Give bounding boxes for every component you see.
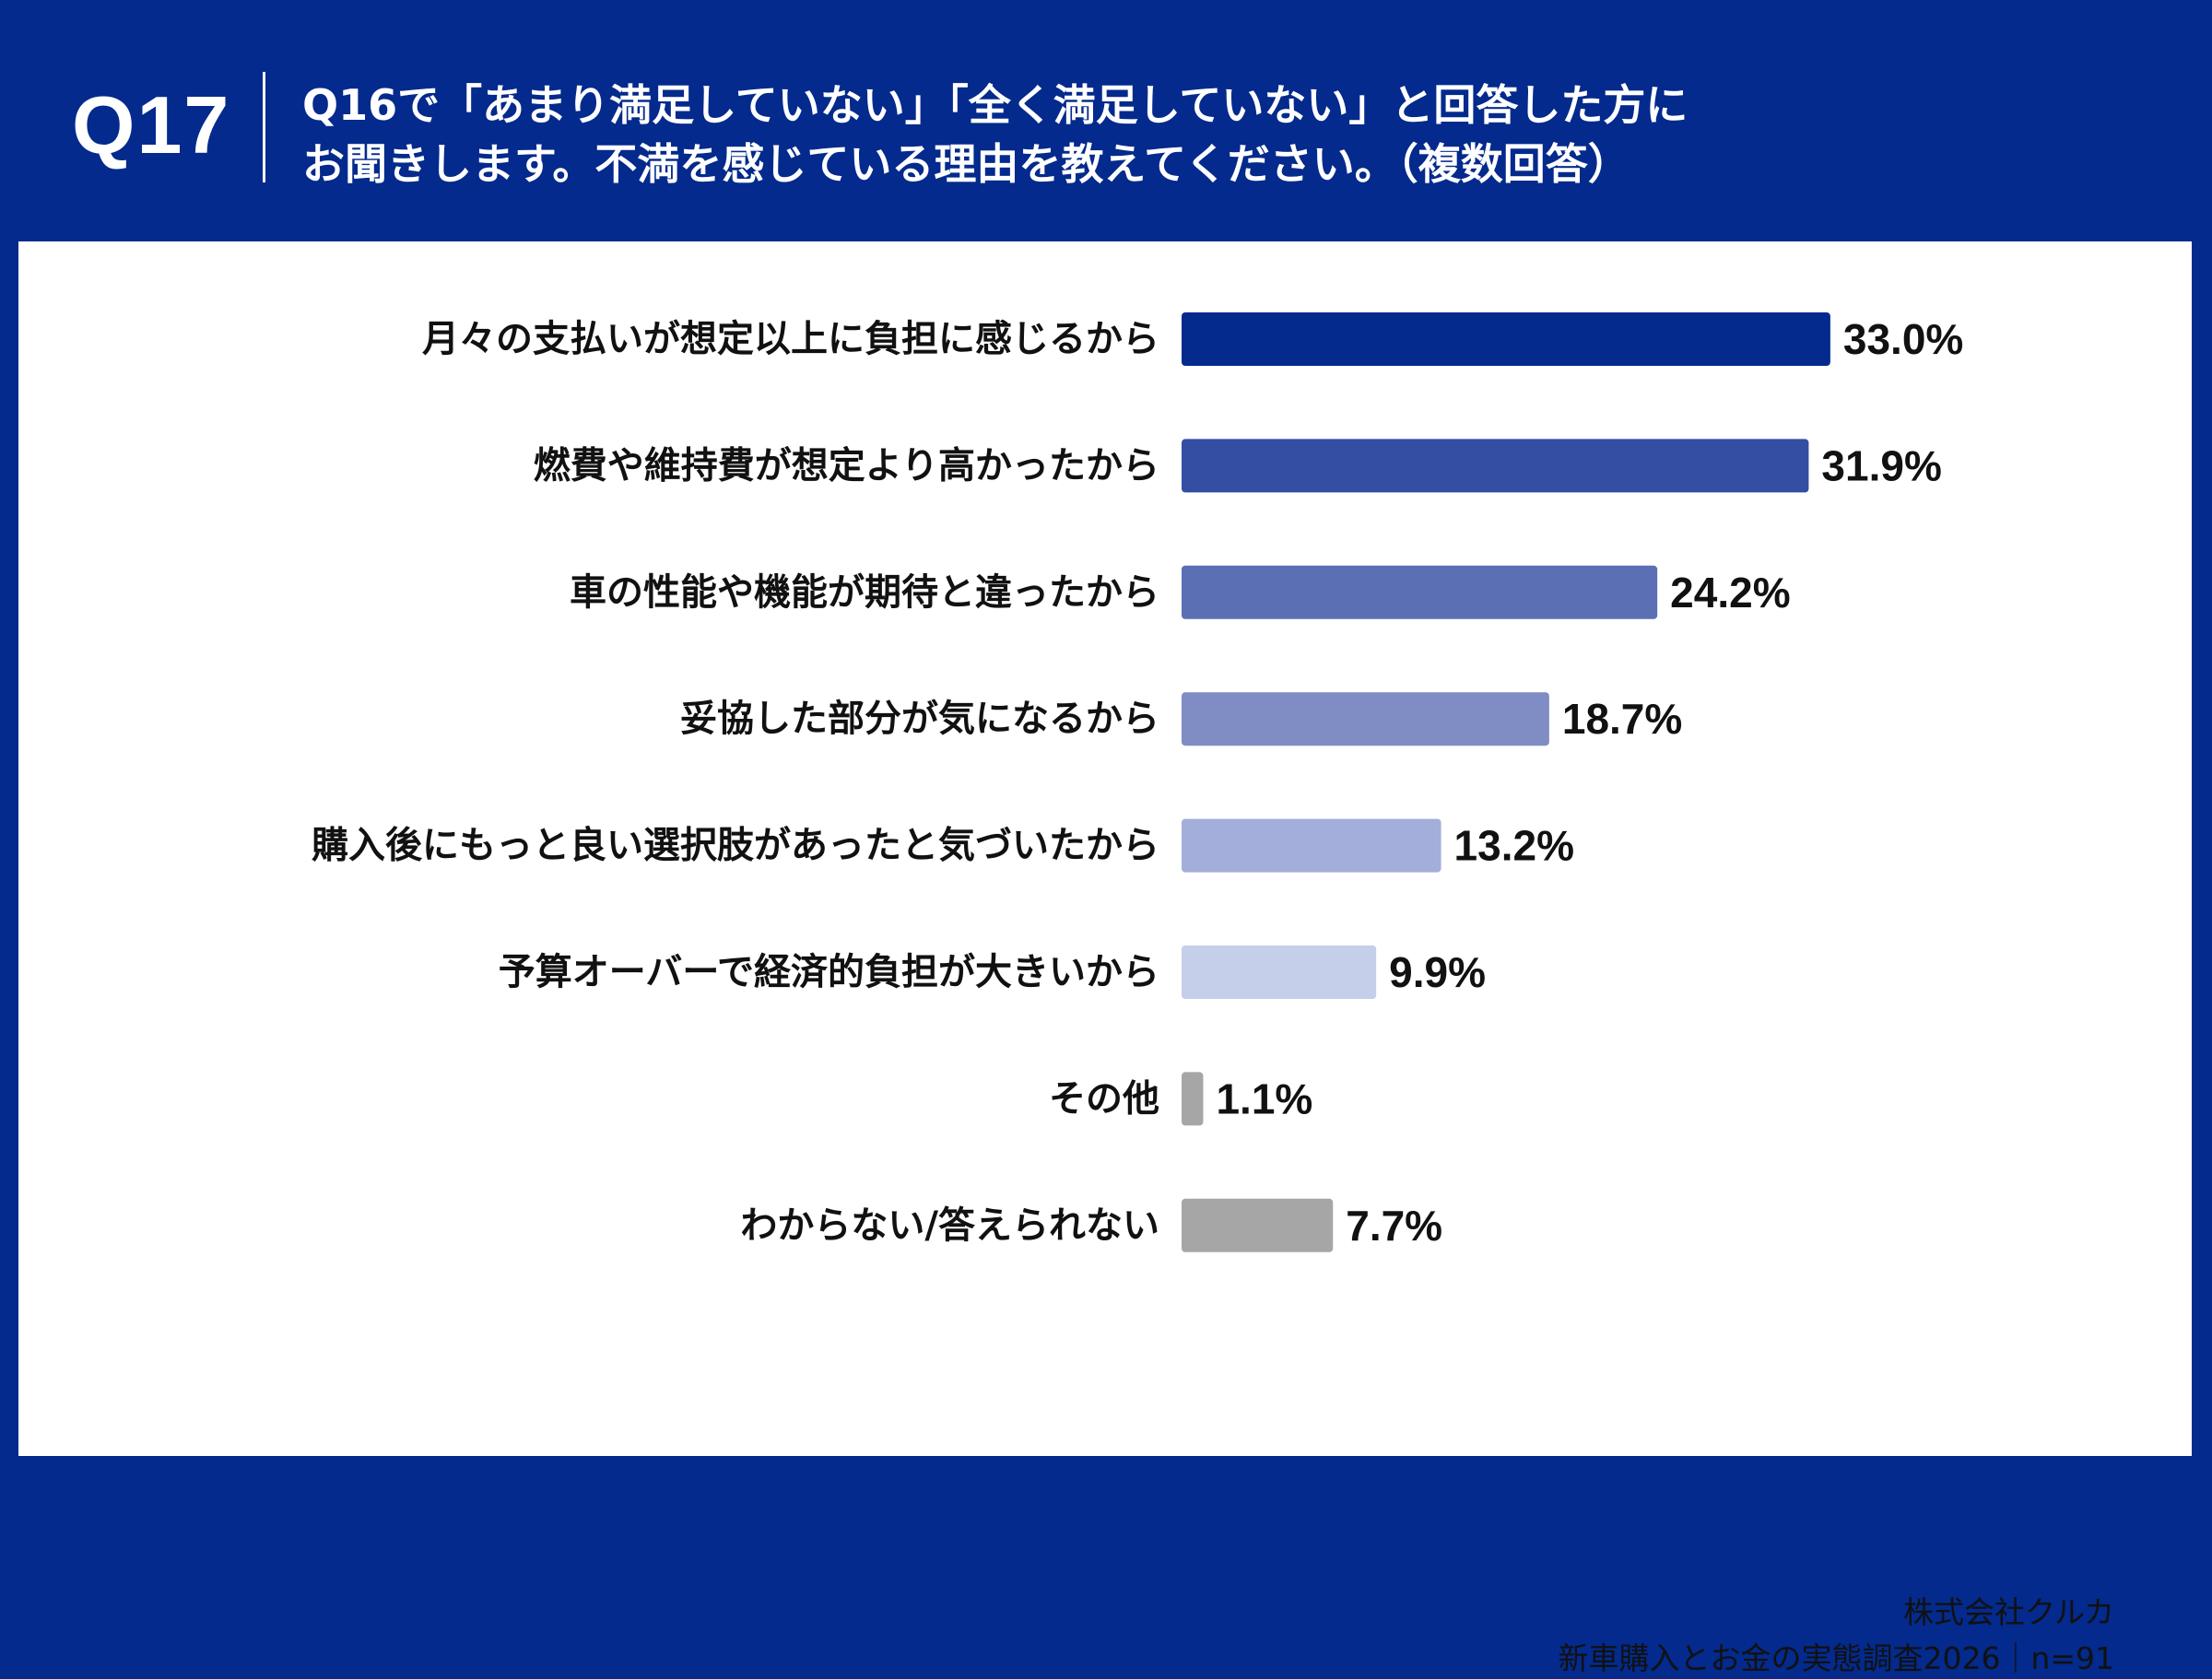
question-line-1: Q16で「あまり満足していない」「全く満足していない」と回答した方に: [302, 80, 1688, 130]
category-label: 妥協した部分が気になるから: [680, 698, 1159, 740]
bar: [1182, 692, 1549, 746]
category-label: 燃費や維持費が想定より高かったから: [534, 444, 1159, 487]
bar: [1182, 1072, 1204, 1126]
chart-panel: 月々の支払いが想定以上に負担に感じるから 33.0% 燃費や維持費が想定より高かった…: [18, 241, 2192, 1676]
bar: [1182, 312, 1830, 366]
category-label: 車の性能や機能が期待と違ったから: [570, 571, 1159, 614]
value-label: 1.1%: [1216, 1074, 1312, 1122]
question-line-2: お聞きします。不満を感じている理由を教えてください。（複数回答）: [302, 139, 1630, 189]
question-text: Q16で「あまり満足していない」「全く満足していない」と回答した方に お聞きしま…: [302, 76, 2053, 194]
question-header: Q17 Q16で「あまり満足していない」「全く満足していない」と回答した方に お…: [0, 0, 2212, 241]
value-label: 9.9%: [1389, 948, 1486, 996]
category-label: その他: [1049, 1077, 1159, 1120]
bar-chart: 月々の支払いが想定以上に負担に感じるから 33.0% 燃費や維持費が想定より高かった…: [312, 312, 1963, 1252]
bar: [1182, 1198, 1334, 1252]
category-label: 購入後にもっと良い選択肢があったと気づいたから: [312, 825, 1159, 867]
footer-survey: 新車購入とお金の実態調査2026｜n=91: [1558, 1640, 2114, 1676]
footer-company: 株式会社クルカ: [1902, 1594, 2114, 1630]
header-divider: [263, 72, 265, 182]
value-label: 24.2%: [1670, 569, 1790, 616]
bar: [1182, 439, 1809, 493]
value-label: 13.2%: [1454, 822, 1574, 870]
bar: [1182, 565, 1658, 619]
value-label: 33.0%: [1843, 315, 1963, 363]
value-label: 31.9%: [1821, 441, 1941, 489]
question-number: Q17: [72, 79, 231, 170]
category-label: わからない/答えられない: [740, 1204, 1159, 1247]
value-label: 7.7%: [1346, 1202, 1442, 1250]
value-label: 18.7%: [1562, 695, 1682, 743]
category-label: 月々の支払いが想定以上に負担に感じるから: [422, 318, 1159, 360]
bar: [1182, 818, 1441, 873]
category-label: 予算オーバーで経済的負担が大きいから: [499, 951, 1159, 993]
bar: [1182, 945, 1377, 999]
